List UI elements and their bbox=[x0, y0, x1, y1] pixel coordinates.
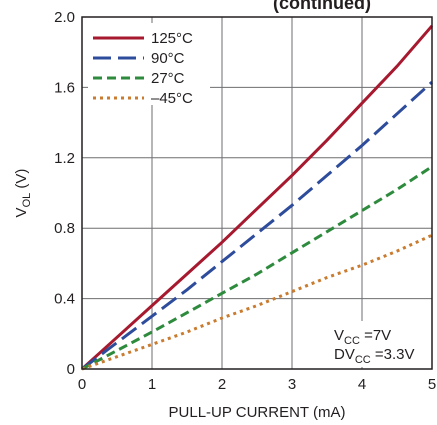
x-axis-label: PULL-UP CURRENT (mA) bbox=[169, 404, 346, 421]
y-axis-label-rest: (V) bbox=[13, 169, 30, 193]
chart-title-text: (continued) bbox=[273, 0, 371, 13]
chart-title: (continued) bbox=[273, 0, 371, 13]
y-tick-label: 0.4 bbox=[54, 291, 75, 308]
y-axis-label-sub: OL bbox=[21, 193, 33, 208]
legend-label: 27°C bbox=[151, 70, 185, 87]
y-tick-label: 1.6 bbox=[54, 79, 75, 96]
plot-frame bbox=[81, 16, 433, 370]
legend-label: 90°C bbox=[151, 50, 185, 67]
y-tick-label: 2.0 bbox=[54, 9, 75, 26]
series-line bbox=[80, 24, 434, 371]
legend-label: –45°C bbox=[151, 90, 193, 107]
tick-labels: 0 1 2 3 4 5 0 0.4 0.8 1.2 1.6 2.0 bbox=[54, 9, 436, 393]
y-axis-label: VOL (V) bbox=[13, 169, 33, 218]
y-tick-label: 0.8 bbox=[54, 220, 75, 237]
x-tick-label: 2 bbox=[218, 376, 226, 393]
x-tick-label: 4 bbox=[358, 376, 366, 393]
x-tick-label: 0 bbox=[78, 376, 86, 393]
annotation-text: VCC =7V bbox=[334, 327, 391, 347]
x-tick-label: 3 bbox=[288, 376, 296, 393]
x-tick-label: 1 bbox=[148, 376, 156, 393]
grid bbox=[82, 17, 432, 369]
annotation-background bbox=[330, 321, 430, 367]
legend-label: 125°C bbox=[151, 30, 193, 47]
y-tick-label: 0 bbox=[67, 361, 75, 378]
series-line bbox=[81, 165, 433, 371]
series-lines bbox=[80, 24, 434, 371]
legend: 125°C 90°C 27°C –45°C bbox=[88, 23, 210, 107]
x-tick-label: 5 bbox=[428, 376, 436, 393]
y-tick-label: 1.2 bbox=[54, 150, 75, 167]
annotation-text: DVCC =3.3V bbox=[334, 346, 415, 366]
y-axis-label-main: V bbox=[13, 207, 30, 217]
